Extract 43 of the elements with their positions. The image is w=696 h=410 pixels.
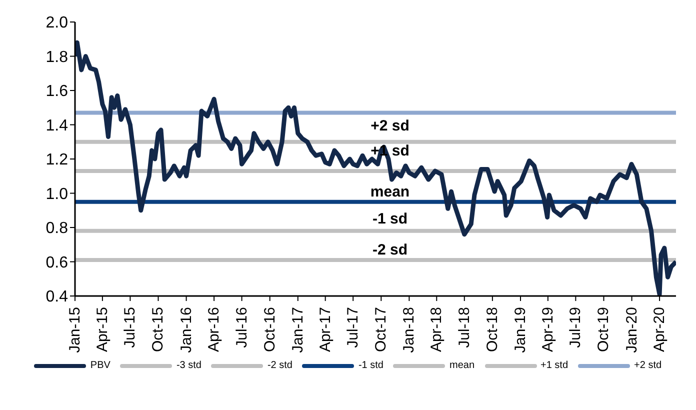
legend-label: -2 std (267, 360, 292, 371)
y-tick-label: 0.4 (46, 288, 68, 306)
annotation: +2 sd (370, 118, 410, 134)
x-tick-label: Apr-18 (428, 307, 446, 352)
x-tick-label: Jan-19 (512, 307, 529, 353)
x-tick-label: Jul-17 (344, 307, 362, 348)
x-tick-label: Jul-16 (233, 307, 250, 348)
x-tick-label: Jul-18 (456, 307, 473, 348)
x-tick-label: Apr-17 (316, 307, 334, 352)
x-tick-label: Jul-15 (122, 307, 139, 348)
x-tick-label: Jan-15 (66, 307, 84, 353)
x-tick-label: Apr-20 (651, 307, 668, 352)
y-tick-label: 2.0 (46, 14, 68, 32)
annotation: +1 sd (370, 142, 410, 160)
x-tick-label: Apr-16 (206, 307, 223, 352)
legend-label: -3 std (176, 360, 202, 371)
x-tick-label: Apr-15 (94, 307, 111, 352)
x-tick-label: Jan-17 (289, 307, 306, 353)
legend-label: PBV (90, 360, 110, 371)
legend-label: +2 std (634, 360, 662, 371)
annotation: -2 sd (372, 242, 408, 258)
legend-label: mean (449, 360, 474, 371)
x-tick-label: Jan-16 (178, 307, 195, 353)
x-tick-label: Oct-17 (372, 307, 390, 352)
y-tick-label: 0.6 (46, 254, 68, 272)
x-tick-label: Jul-19 (567, 307, 584, 348)
y-tick-label: 1.8 (46, 48, 68, 66)
y-tick-label: 1.0 (46, 186, 68, 203)
x-tick-label: Oct-18 (484, 307, 501, 352)
x-tick-label: Oct-16 (261, 307, 278, 352)
annotation: mean (370, 184, 410, 200)
x-tick-label: Jan-20 (623, 307, 640, 353)
x-tick-label: Oct-19 (595, 307, 612, 352)
y-tick-label: 0.8 (46, 220, 68, 238)
y-tick-label: 1.4 (46, 117, 68, 134)
x-tick-label: Apr-19 (539, 307, 556, 352)
y-tick-label: 1.6 (46, 83, 68, 100)
x-tick-label: Jan-18 (400, 307, 418, 353)
legend-label: -1 std (358, 360, 384, 371)
x-tick-label: Oct-15 (150, 307, 167, 352)
y-tick-label: 1.2 (46, 152, 68, 169)
annotation: -1 sd (372, 210, 408, 228)
legend-label: +1 std (540, 360, 568, 371)
